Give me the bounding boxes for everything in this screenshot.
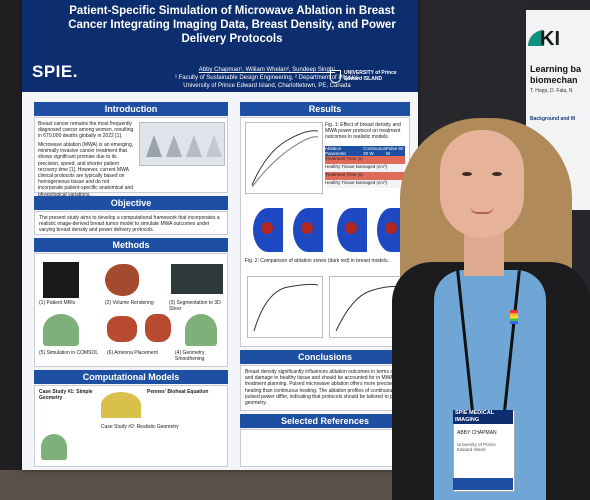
poster-authors: Abby Chapman¹, William Whelan², Sundeep …	[132, 66, 402, 90]
author-university: University of Prince Edward Island, Char…	[183, 83, 351, 89]
breast-shape-icon	[186, 135, 202, 157]
results-line-chart-2-svg	[253, 283, 319, 332]
antenna-placement-image	[107, 316, 137, 342]
section-results: Results	[240, 102, 410, 116]
results-table-row: Healthy Tissue Damaged (cm³)	[325, 164, 405, 172]
section-introduction: Introduction	[34, 102, 228, 116]
chart-line	[335, 286, 401, 332]
ablation-model-image	[253, 208, 283, 252]
antenna-placement-image	[145, 314, 171, 342]
intro-text-1: Breast cancer remains the most frequentl…	[38, 121, 134, 140]
conclusions-text: Breast density significantly influences …	[245, 369, 406, 407]
breast-shape-icon	[146, 135, 162, 157]
results-fig2-caption: Fig. 2: Comparison of ablation zones (da…	[245, 258, 389, 264]
badge-footer	[453, 478, 513, 490]
ablation-model-image	[293, 208, 323, 252]
intro-text-2: Microwave ablation (MWA) is an emerging,…	[38, 142, 134, 198]
ablation-zone	[345, 222, 357, 234]
chart-line	[253, 283, 319, 332]
results-line-chart-3-svg	[335, 286, 401, 332]
results-table: Ablation Parameter Continuous 30 W Pulse…	[325, 146, 405, 190]
eye-icon	[492, 172, 502, 176]
results-fig1-caption: Fig. 1: Effect of breast density and MWA…	[325, 122, 401, 141]
section-objective: Objective	[34, 196, 228, 210]
method-step-5: (5) Simulation in COMSOL	[39, 350, 99, 356]
mri-image	[43, 262, 79, 298]
author-affiliations: ¹ Faculty of Sustainable Design Engineer…	[174, 75, 360, 81]
volume-rendering-image	[105, 264, 139, 296]
method-step-6: (6) Antenna Placement	[107, 350, 158, 356]
comsol-model-image	[43, 314, 79, 346]
badge-header: SPIE MEDICAL IMAGING	[453, 410, 513, 424]
method-step-2: (2) Volume Rendering	[105, 300, 154, 306]
background-poster-authors: T. Hopp, D. Fala, N	[530, 88, 573, 94]
results-table-row: Healthy Tissue Damaged (cm³)	[325, 180, 405, 188]
badge-name: ABBY CHAPMAN	[457, 430, 497, 436]
results-table-col: Continuous 30 W	[363, 146, 386, 156]
objective-panel: The present study aims to develop a comp…	[34, 211, 228, 235]
author-names: Abby Chapman¹, William Whelan², Sundeep …	[198, 67, 336, 73]
section-methods: Methods	[34, 238, 228, 252]
poster-header	[22, 0, 418, 92]
kit-logo-text: KI	[540, 28, 560, 50]
simple-geometry-image	[101, 392, 141, 418]
segmentation-image	[171, 264, 223, 294]
results-table-col: Ablation Parameter	[325, 146, 347, 156]
section-selected-references: Selected References	[240, 414, 410, 428]
conclusions-panel: Breast density significantly influences …	[240, 365, 410, 411]
references-panel	[240, 429, 410, 467]
background-poster-section: Background and M	[530, 116, 576, 122]
results-line-chart-2	[247, 276, 323, 338]
background-poster-title: Learning ba biomechan	[530, 64, 582, 85]
section-conclusions: Conclusions	[240, 350, 410, 364]
rainbow-pin-icon	[510, 310, 518, 324]
geometry-smooth-image	[185, 314, 217, 346]
breast-shape-icon	[206, 135, 222, 157]
results-panel: Fig. 1: Effect of breast density and MWA…	[240, 117, 410, 347]
objective-text: The present study aims to develop a comp…	[39, 215, 220, 234]
case-study-1-label: Case Study #1: Simple Geometry	[39, 389, 93, 402]
bioheat-equation-label: Pennes' Bioheat Equation	[147, 389, 209, 395]
mouth-icon	[470, 206, 494, 214]
method-step-3: (3) Segmentation to 3D Slicer	[169, 300, 221, 313]
methods-panel: (1) Patient MRIs (2) Volume Rendering (3…	[34, 253, 228, 367]
chart-line	[251, 136, 319, 188]
results-table-row: Treatment Time (s)	[325, 172, 405, 180]
results-table-col: Pulse 60 W	[385, 146, 404, 156]
research-poster: Patient-Specific Simulation of Microwave…	[22, 0, 418, 470]
case-study-2-label: Case Study #2: Realistic Geometry	[101, 424, 179, 430]
poster-title: Patient-Specific Simulation of Microwave…	[68, 5, 396, 45]
results-line-chart-svg	[251, 130, 319, 188]
realistic-geometry-image	[41, 434, 67, 460]
results-table-row: Treatment Time (s)	[325, 156, 405, 164]
ablation-zone	[301, 222, 313, 234]
chart-line	[251, 130, 319, 186]
badge-affiliation: University of Prince Edward Island	[457, 442, 496, 452]
eye-icon	[462, 172, 472, 176]
section-computational-models: Computational Models	[34, 370, 228, 384]
introduction-panel: Breast cancer remains the most frequentl…	[34, 117, 228, 198]
results-table-header: Ablation Parameter Continuous 30 W Pulse…	[325, 146, 405, 156]
ablation-zone	[385, 222, 397, 234]
intro-figure	[139, 122, 225, 166]
spie-logo: SPIE.	[32, 62, 78, 81]
results-line-chart	[245, 122, 323, 194]
breast-shape-icon	[166, 135, 182, 157]
person-face	[440, 130, 524, 238]
kit-logo-icon	[528, 30, 544, 46]
computational-models-panel: Case Study #1: Simple Geometry Pennes' B…	[34, 385, 228, 467]
upei-crest-icon	[330, 70, 341, 83]
method-step-1: (1) Patient MRIs	[39, 300, 76, 306]
method-step-4: (4) Geometry Smoothening	[175, 350, 205, 363]
upei-logo: UNIVERSITY of Prince Edward ISLAND	[344, 70, 397, 82]
ablation-zone	[261, 222, 273, 234]
ablation-model-image	[337, 208, 367, 252]
